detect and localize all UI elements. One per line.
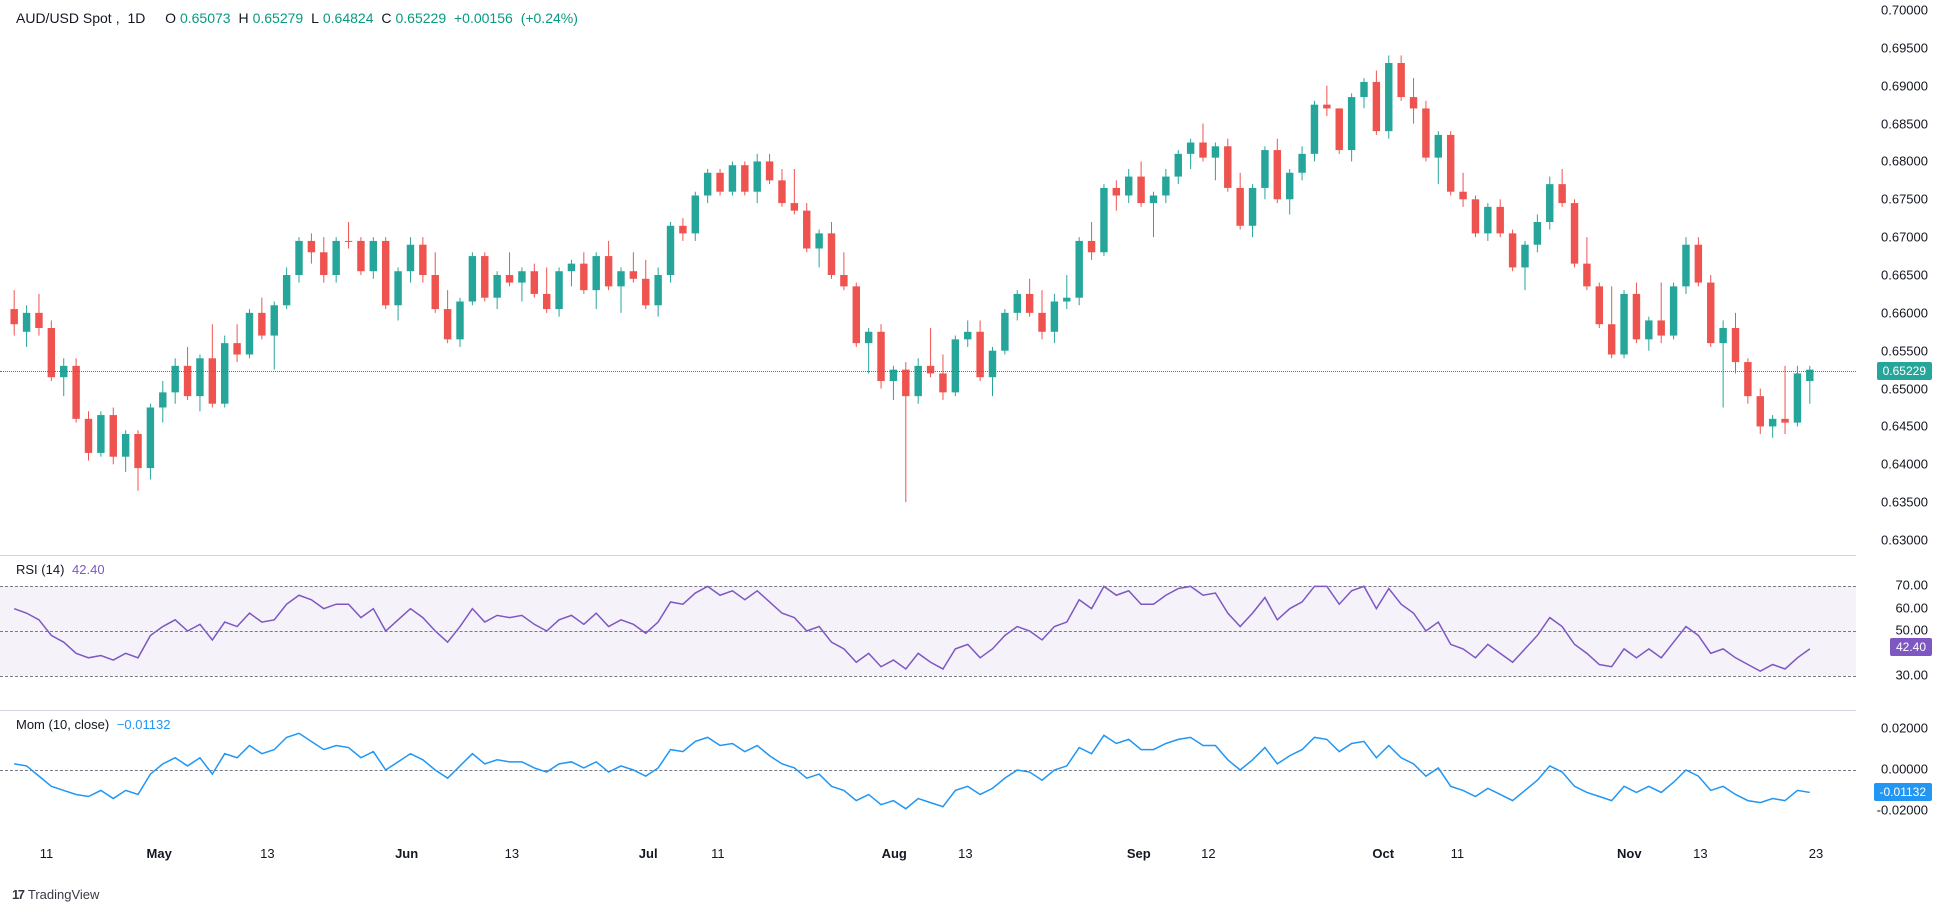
interval[interactable]: 1D xyxy=(127,10,145,26)
ohlc-open: 0.65073 xyxy=(180,10,231,26)
time-tick: Aug xyxy=(882,846,907,861)
rsi-panel[interactable]: RSI (14) 42.40 xyxy=(0,555,1856,705)
time-tick: 13 xyxy=(1693,846,1707,861)
price-tick: 0.69500 xyxy=(1881,40,1928,55)
change-pct: (+0.24%) xyxy=(521,10,578,26)
time-tick: 13 xyxy=(260,846,274,861)
tradingview-watermark: 17 TradingView xyxy=(12,887,99,902)
current-price-badge: 0.65229 xyxy=(1877,362,1932,380)
rsi-tick: 50.00 xyxy=(1895,623,1928,638)
time-tick: Jul xyxy=(639,846,658,861)
current-price-line xyxy=(0,371,1856,372)
price-tick: 0.68500 xyxy=(1881,116,1928,131)
time-tick: Oct xyxy=(1372,846,1394,861)
rsi-tick: 60.00 xyxy=(1895,600,1928,615)
price-chart-panel[interactable] xyxy=(0,0,1856,550)
rsi-tick: 70.00 xyxy=(1895,578,1928,593)
price-tick: 0.64500 xyxy=(1881,419,1928,434)
price-tick: 0.64000 xyxy=(1881,457,1928,472)
momentum-tick: 0.02000 xyxy=(1881,721,1928,736)
time-tick: 23 xyxy=(1809,846,1823,861)
time-tick: 12 xyxy=(1201,846,1215,861)
momentum-label: Mom (10, close) −0.01132 xyxy=(16,717,170,732)
price-tick: 0.68000 xyxy=(1881,154,1928,169)
change-value: +0.00156 xyxy=(454,10,513,26)
trading-chart-container: AUD/USD Spot, 1D O0.65073 H0.65279 L0.64… xyxy=(0,0,1936,910)
price-tick: 0.66500 xyxy=(1881,268,1928,283)
momentum-tick: -0.02000 xyxy=(1877,802,1928,817)
time-tick: 11 xyxy=(1451,846,1465,861)
time-tick: Nov xyxy=(1617,846,1642,861)
rsi-y-axis[interactable]: 70.00 60.00 50.00 30.00 42.40 xyxy=(1856,555,1936,705)
ohlc-close: 0.65229 xyxy=(396,10,447,26)
price-tick: 0.67500 xyxy=(1881,192,1928,207)
ohlc-high: 0.65279 xyxy=(253,10,304,26)
price-tick: 0.65500 xyxy=(1881,343,1928,358)
time-x-axis[interactable]: 11 May 13 Jun 13 Jul 11 Aug 13 Sep 12 Oct 11 Nov 13 23 xyxy=(0,840,1856,870)
time-tick: 11 xyxy=(40,846,54,861)
ohlc-low: 0.64824 xyxy=(323,10,374,26)
price-tick: 0.63500 xyxy=(1881,495,1928,510)
price-tick: 0.69000 xyxy=(1881,78,1928,93)
time-tick: May xyxy=(147,846,172,861)
rsi-tick: 30.00 xyxy=(1895,667,1928,682)
price-tick: 0.70000 xyxy=(1881,3,1928,18)
symbol-name[interactable]: AUD/USD Spot xyxy=(16,10,112,26)
rsi-current-badge: 42.40 xyxy=(1890,638,1932,656)
price-tick: 0.63000 xyxy=(1881,533,1928,548)
rsi-label: RSI (14) 42.40 xyxy=(16,562,105,577)
time-tick: Jun xyxy=(395,846,418,861)
time-tick: Sep xyxy=(1127,846,1151,861)
momentum-y-axis[interactable]: 0.02000 0.00000 -0.02000-0.01132 xyxy=(1856,710,1936,840)
momentum-panel[interactable]: Mom (10, close) −0.01132 xyxy=(0,710,1856,840)
price-tick: 0.65000 xyxy=(1881,381,1928,396)
time-tick: 13 xyxy=(505,846,519,861)
time-tick: 13 xyxy=(958,846,972,861)
price-tick: 0.66000 xyxy=(1881,305,1928,320)
time-tick: 11 xyxy=(711,846,725,861)
chart-legend: AUD/USD Spot, 1D O0.65073 H0.65279 L0.64… xyxy=(16,10,582,26)
momentum-current-badge: -0.01132 xyxy=(1874,783,1932,801)
price-y-axis[interactable]: 0.70000 0.69500 0.69000 0.68500 0.68000 0.675… xyxy=(1856,0,1936,550)
momentum-tick: 0.00000 xyxy=(1881,762,1928,777)
price-tick: 0.67000 xyxy=(1881,230,1928,245)
